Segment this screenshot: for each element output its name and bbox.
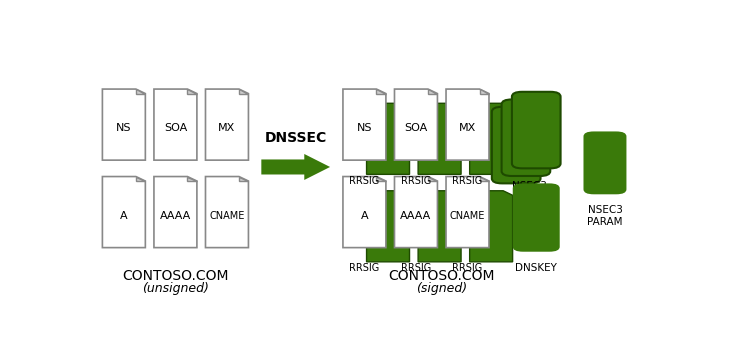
Text: RRSIG: RRSIG	[401, 263, 431, 273]
Polygon shape	[262, 154, 330, 180]
Polygon shape	[136, 89, 146, 94]
Polygon shape	[136, 176, 146, 181]
FancyBboxPatch shape	[492, 107, 540, 184]
Polygon shape	[367, 191, 409, 262]
Polygon shape	[154, 176, 197, 248]
Polygon shape	[446, 89, 489, 160]
Text: RRSIG: RRSIG	[452, 263, 483, 273]
Polygon shape	[480, 176, 489, 181]
Text: NSEC3: NSEC3	[512, 181, 547, 191]
Text: SOA: SOA	[164, 123, 187, 133]
Text: RRSIG: RRSIG	[401, 176, 431, 186]
Polygon shape	[103, 89, 146, 160]
FancyBboxPatch shape	[512, 92, 561, 168]
Polygon shape	[428, 89, 437, 94]
Polygon shape	[188, 89, 197, 94]
Text: NS: NS	[357, 123, 372, 133]
Polygon shape	[343, 89, 386, 160]
Polygon shape	[239, 89, 248, 94]
FancyBboxPatch shape	[502, 99, 551, 176]
Text: (signed): (signed)	[416, 282, 467, 295]
Text: CONTOSO.COM: CONTOSO.COM	[389, 269, 495, 283]
Polygon shape	[376, 89, 386, 94]
Text: (unsigned): (unsigned)	[142, 282, 209, 295]
Polygon shape	[418, 103, 461, 174]
Polygon shape	[480, 89, 489, 94]
Polygon shape	[103, 176, 146, 248]
Text: A: A	[361, 211, 368, 220]
Polygon shape	[418, 191, 461, 262]
Text: DNSSEC: DNSSEC	[265, 131, 327, 145]
Text: RRSIG: RRSIG	[350, 263, 380, 273]
Text: CNAME: CNAME	[209, 211, 245, 220]
Text: CONTOSO.COM: CONTOSO.COM	[122, 269, 228, 283]
Polygon shape	[470, 103, 513, 174]
Polygon shape	[428, 176, 437, 181]
Text: SOA: SOA	[404, 123, 428, 133]
Text: A: A	[120, 211, 128, 220]
Text: RRSIG: RRSIG	[452, 176, 483, 186]
Polygon shape	[188, 176, 197, 181]
Polygon shape	[205, 89, 248, 160]
Text: DNSKEY: DNSKEY	[515, 263, 557, 273]
Text: MX: MX	[459, 123, 476, 133]
Text: MX: MX	[218, 123, 236, 133]
Polygon shape	[205, 176, 248, 248]
Polygon shape	[376, 176, 386, 181]
Text: AAAA: AAAA	[160, 211, 191, 220]
FancyBboxPatch shape	[584, 131, 627, 194]
Text: NSEC3
PARAM: NSEC3 PARAM	[588, 205, 623, 227]
Polygon shape	[154, 89, 197, 160]
Polygon shape	[395, 176, 437, 248]
Polygon shape	[343, 176, 386, 248]
Text: NS: NS	[116, 123, 132, 133]
Text: CNAME: CNAME	[450, 211, 486, 220]
Text: RRSIG: RRSIG	[350, 176, 380, 186]
FancyBboxPatch shape	[513, 184, 559, 252]
Polygon shape	[395, 89, 437, 160]
Polygon shape	[470, 191, 513, 262]
Polygon shape	[367, 103, 409, 174]
Polygon shape	[239, 176, 248, 181]
Polygon shape	[446, 176, 489, 248]
Text: AAAA: AAAA	[401, 211, 432, 220]
